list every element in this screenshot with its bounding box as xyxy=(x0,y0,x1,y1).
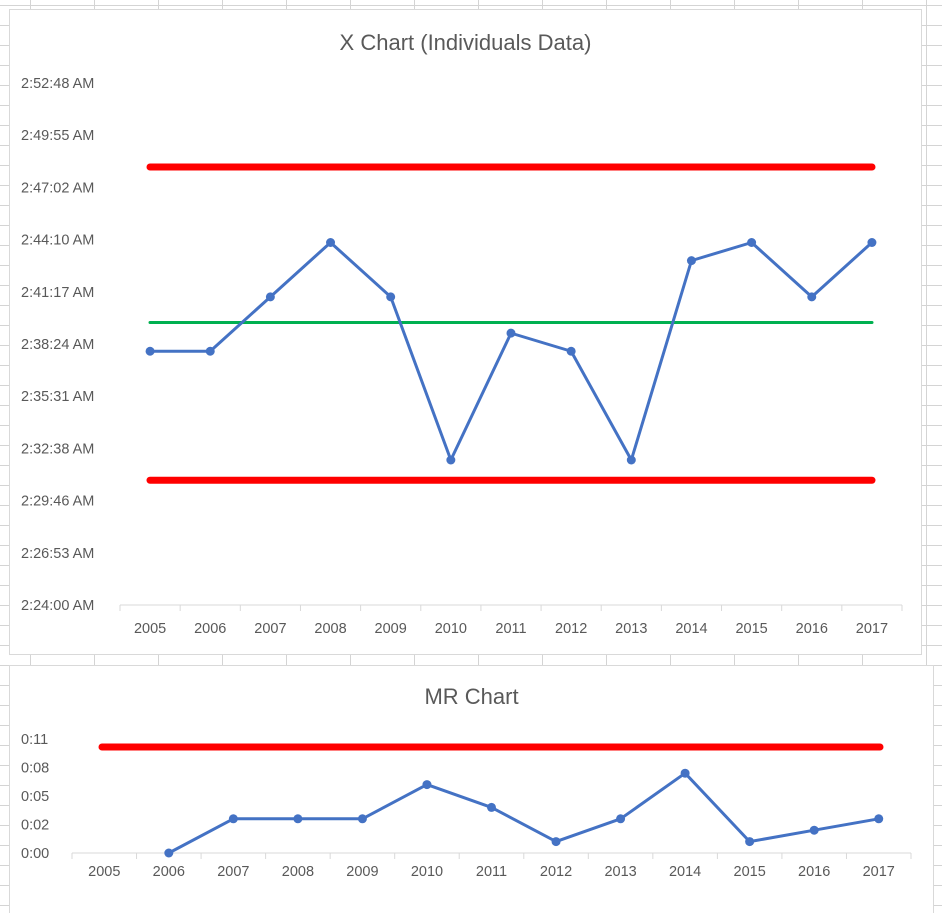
mr-chart-data-point xyxy=(422,780,432,790)
x-chart-x-tick-label: 2011 xyxy=(495,621,526,637)
x-chart-data-point xyxy=(747,238,757,247)
x-chart-y-tick-label: 2:29:46 AM xyxy=(21,494,94,510)
mr-chart-x-tick-label: 2008 xyxy=(282,864,314,880)
mr-chart-x-tick-label: 2005 xyxy=(88,864,120,880)
mr-chart-series-line xyxy=(168,771,879,855)
x-chart-data-point xyxy=(566,346,576,356)
mr-chart-x-tick-label: 2011 xyxy=(476,864,507,880)
mr-chart-x-tick-label: 2012 xyxy=(540,864,572,880)
mr-chart-data-point xyxy=(164,848,174,858)
mr-chart-data-point xyxy=(293,814,303,824)
x-chart-x-tick-label: 2015 xyxy=(735,621,767,637)
x-chart-y-tick-label: 2:52:48 AM xyxy=(21,76,94,92)
x-chart-data-point xyxy=(867,238,877,247)
mr-chart-data-point xyxy=(680,768,690,778)
mr-chart-data-point xyxy=(551,837,561,847)
mr-chart-x-tick-label: 2014 xyxy=(669,864,701,880)
x-chart-x-tick-label: 2010 xyxy=(435,621,467,637)
mr-chart-x-tick-label: 2010 xyxy=(411,864,443,880)
mr-chart-title: MR Chart xyxy=(424,684,519,709)
x-chart-data-point xyxy=(205,346,215,356)
x-chart-data-point xyxy=(807,292,817,302)
mr-chart-data-point xyxy=(228,814,238,824)
x-chart-x-tick-label: 2016 xyxy=(796,621,828,637)
x-chart-y-tick-label: 2:26:53 AM xyxy=(21,546,94,562)
mr-chart-y-tick-label: 0:05 xyxy=(21,789,49,805)
x-chart-y-tick-label: 2:49:55 AM xyxy=(21,128,94,144)
mr-chart-data-point xyxy=(809,825,819,835)
x-chart-y-tick-label: 2:32:38 AM xyxy=(21,441,94,457)
mr-chart-data-point xyxy=(616,814,626,824)
mr-chart-plot: 0:00 0:02 0:05 0:08 0:11 2005 2006 2007 2008 2009… xyxy=(21,732,912,880)
mr-chart-x-tick-label: 2017 xyxy=(863,864,895,880)
mr-chart-x-tick-label: 2006 xyxy=(153,864,185,880)
mr-chart[interactable]: MR Chart 0:00 0:02 0:05 0:08 0:11 2005 2006 200… xyxy=(9,665,934,913)
mr-chart-y-tick-label: 0:00 xyxy=(21,846,49,862)
x-chart-x-tick-label: 2007 xyxy=(254,621,286,637)
mr-chart-y-tick-label: 0:02 xyxy=(21,818,49,834)
x-chart[interactable]: X Chart (Individuals Data) 2:24:00 AM 2:2… xyxy=(9,9,922,655)
mr-chart-x-tick-label: 2016 xyxy=(798,864,830,880)
x-chart-plot: 2:24:00 AM 2:26:53 AM 2:29:46 AM 2:32:38 AM… xyxy=(21,76,903,637)
x-chart-title: X Chart (Individuals Data) xyxy=(339,30,592,55)
mr-chart-x-tick-label: 2009 xyxy=(346,864,378,880)
x-chart-y-tick-label: 2:24:00 AM xyxy=(21,598,94,614)
mr-chart-y-tick-label: 0:08 xyxy=(21,761,49,777)
x-chart-data-point xyxy=(145,346,155,356)
mr-chart-data-point xyxy=(745,837,755,847)
x-chart-x-tick-label: 2008 xyxy=(314,621,346,637)
x-chart-x-tick-label: 2006 xyxy=(194,621,226,637)
mr-chart-x-tick-label: 2015 xyxy=(734,864,766,880)
x-chart-y-tick-label: 2:44:10 AM xyxy=(21,233,94,249)
x-chart-y-tick-label: 2:41:17 AM xyxy=(21,285,94,301)
mr-chart-x-tick-label: 2007 xyxy=(217,864,249,880)
x-chart-data-point xyxy=(686,256,696,266)
x-chart-series-line xyxy=(150,241,873,462)
x-chart-data-point xyxy=(446,455,456,465)
x-chart-x-tick-label: 2012 xyxy=(555,621,587,637)
x-chart-y-tick-label: 2:35:31 AM xyxy=(21,389,94,405)
mr-chart-data-point xyxy=(487,802,496,812)
mr-chart-data-point xyxy=(874,814,884,824)
x-chart-x-tick-label: 2017 xyxy=(856,621,888,637)
mr-chart-y-tick-label: 0:11 xyxy=(21,732,48,748)
mr-chart-x-tick-label: 2013 xyxy=(604,864,636,880)
x-chart-y-tick-label: 2:38:24 AM xyxy=(21,337,94,353)
x-chart-y-tick-label: 2:47:02 AM xyxy=(21,180,94,196)
x-chart-data-point xyxy=(506,328,516,338)
x-chart-x-tick-label: 2009 xyxy=(375,621,407,637)
x-chart-data-point xyxy=(386,292,396,302)
x-chart-x-tick-label: 2014 xyxy=(675,621,707,637)
x-chart-data-point xyxy=(626,455,636,465)
x-chart-x-tick-label: 2005 xyxy=(134,621,166,637)
x-chart-x-tick-label: 2013 xyxy=(615,621,647,637)
x-chart-data-point xyxy=(265,292,275,302)
mr-chart-data-point xyxy=(357,814,367,824)
x-chart-data-point xyxy=(326,238,336,247)
